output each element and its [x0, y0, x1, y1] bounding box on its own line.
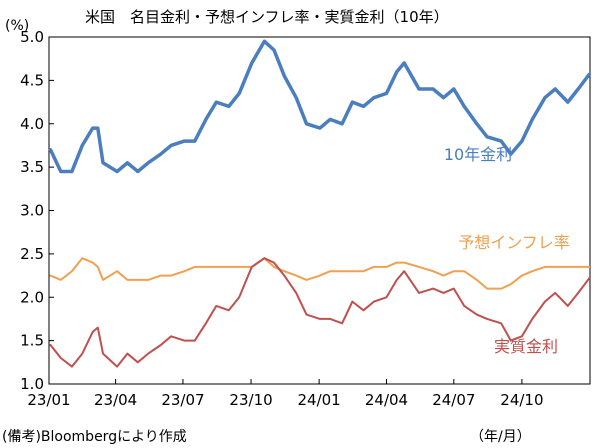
- y-tick-label: 3.0: [20, 202, 44, 220]
- x-tick-label: 23/04: [94, 391, 137, 409]
- y-tick-label: 4.0: [20, 115, 44, 133]
- line-10y-yield: [48, 39, 592, 174]
- x-tick-label: 24/04: [365, 391, 408, 409]
- x-tick-label: 23/01: [27, 391, 70, 409]
- series-label-10y-yield: 10年金利: [444, 145, 512, 164]
- chart-title: 米国 名目金利・予想インフレ率・実質金利（10年）: [85, 8, 449, 26]
- source-note: (備考)Bloombergにより作成: [2, 429, 187, 445]
- series-label-real-yield: 実質金利: [494, 337, 558, 356]
- line-expected-inflation: [49, 257, 591, 290]
- y-axis-unit: (%): [5, 18, 29, 34]
- y-tick-label: 5.0: [20, 28, 44, 46]
- y-axis: 1.0 1.5 2.0 2.5 3.0 3.5 4.0 4.5 5.0: [20, 28, 54, 393]
- y-tick-label: 1.0: [20, 375, 44, 393]
- x-tick-label: 23/10: [229, 391, 272, 409]
- line-real-yield: [49, 257, 591, 368]
- y-tick-label: 1.5: [20, 332, 44, 350]
- plot-area-frame: [48, 36, 591, 385]
- series-lines: [48, 39, 592, 368]
- x-axis: 23/01 23/04 23/07 23/10 24/01 24/04 24/07 24/10: [27, 379, 544, 409]
- x-tick-label: 24/10: [500, 391, 543, 409]
- y-tick-label: 4.5: [20, 71, 44, 89]
- y-tick-label: 2.0: [20, 288, 44, 306]
- series-label-expected-inflation: 予想インフレ率: [458, 233, 570, 252]
- x-tick-label: 24/01: [298, 391, 341, 409]
- y-tick-label: 3.5: [20, 158, 44, 176]
- x-tick-label: 23/07: [161, 391, 204, 409]
- y-tick-label: 2.5: [20, 245, 44, 263]
- x-axis-unit: （年/月）: [470, 429, 531, 445]
- x-tick-label: 24/07: [432, 391, 475, 409]
